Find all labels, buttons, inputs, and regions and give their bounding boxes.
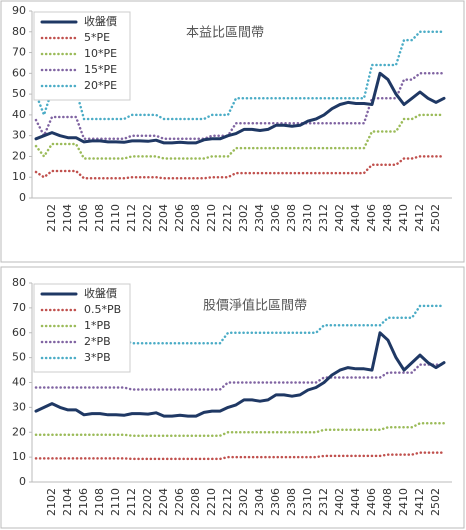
- x-tick-label: 2412: [413, 204, 426, 232]
- y-tick-label: 60: [12, 326, 26, 339]
- x-tick-label: 2502: [429, 204, 442, 232]
- series-line: [34, 155, 446, 180]
- chart-title: 股價淨值比區間帶: [203, 298, 307, 314]
- x-tick-label: 2202: [141, 488, 154, 516]
- x-tick-label: 2410: [397, 204, 410, 232]
- y-tick-label: 70: [12, 46, 26, 59]
- x-tick-label: 2206: [173, 204, 186, 232]
- series-line: [34, 304, 446, 345]
- x-tick-label: 2104: [61, 488, 74, 516]
- x-tick-label: 2306: [269, 204, 282, 232]
- x-tick-label: 2106: [77, 488, 90, 516]
- y-tick-label: 60: [12, 66, 26, 79]
- series-line: [34, 451, 446, 461]
- legend-label: 5*PE: [84, 31, 110, 44]
- x-tick-label: 2204: [157, 488, 170, 516]
- x-tick-label: 2108: [93, 204, 106, 232]
- x-tick-label: 2412: [413, 488, 426, 516]
- x-tick-label: 2102: [45, 204, 58, 232]
- x-tick-label: 2212: [221, 488, 234, 516]
- x-tick-label: 2404: [349, 488, 362, 516]
- y-tick-label: 30: [12, 129, 26, 142]
- x-tick-label: 2310: [301, 204, 314, 232]
- y-tick-label: 40: [12, 376, 26, 389]
- series-line: [34, 331, 446, 418]
- x-tick-label: 2308: [285, 204, 298, 232]
- series-line: [34, 422, 446, 437]
- y-tick-label: 20: [12, 149, 26, 162]
- legend-label: 3*PB: [84, 351, 111, 364]
- x-tick-label: 2104: [61, 204, 74, 232]
- legend-label: 15*PE: [84, 63, 117, 76]
- y-tick-label: 50: [12, 351, 26, 364]
- x-tick-label: 2302: [237, 204, 250, 232]
- x-tick-label: 2406: [365, 204, 378, 232]
- series-line: [34, 71, 446, 145]
- x-tick-label: 2202: [141, 204, 154, 232]
- y-tick-label: 0: [19, 475, 26, 488]
- x-tick-label: 2106: [77, 204, 90, 232]
- y-tick-label: 80: [12, 276, 26, 289]
- series-line: [34, 113, 446, 160]
- legend-label: 1*PB: [84, 319, 111, 332]
- x-tick-label: 2112: [125, 488, 138, 516]
- x-tick-label: 2212: [221, 204, 234, 232]
- series-line: [34, 363, 446, 391]
- legend-label: 2*PB: [84, 335, 111, 348]
- x-tick-label: 2308: [285, 488, 298, 516]
- x-tick-label: 2110: [109, 488, 122, 516]
- x-tick-label: 2310: [301, 488, 314, 516]
- x-tick-label: 2410: [397, 488, 410, 516]
- legend-label: 0.5*PB: [84, 303, 121, 316]
- y-tick-label: 30: [12, 400, 26, 413]
- x-tick-label: 2206: [173, 488, 186, 516]
- x-tick-label: 2404: [349, 204, 362, 232]
- x-tick-label: 2408: [381, 204, 394, 232]
- legend-label: 收盤價: [84, 14, 117, 28]
- x-tick-label: 2208: [189, 488, 202, 516]
- x-tick-label: 2406: [365, 488, 378, 516]
- y-tick-label: 50: [12, 87, 26, 100]
- series-line: [34, 30, 446, 121]
- y-tick-label: 40: [12, 108, 26, 121]
- legend-label: 收盤價: [84, 286, 117, 300]
- x-tick-label: 2402: [333, 488, 346, 516]
- y-tick-label: 70: [12, 301, 26, 314]
- legend-label: 10*PE: [84, 47, 117, 60]
- x-tick-label: 2210: [205, 488, 218, 516]
- x-tick-label: 2110: [109, 204, 122, 232]
- x-tick-label: 2408: [381, 488, 394, 516]
- y-tick-label: 80: [12, 25, 26, 38]
- y-tick-label: 0: [19, 191, 26, 204]
- x-tick-label: 2112: [125, 204, 138, 232]
- x-tick-label: 2304: [253, 488, 266, 516]
- x-tick-label: 2312: [317, 488, 330, 516]
- x-tick-label: 2304: [253, 204, 266, 232]
- chart-title: 本益比區間帶: [186, 26, 264, 41]
- y-tick-label: 10: [12, 170, 26, 183]
- x-tick-label: 2302: [237, 488, 250, 516]
- y-tick-label: 20: [12, 425, 26, 438]
- x-tick-label: 2208: [189, 204, 202, 232]
- x-tick-label: 2204: [157, 204, 170, 232]
- y-tick-label: 90: [12, 4, 26, 17]
- x-tick-label: 2306: [269, 488, 282, 516]
- x-tick-label: 2210: [205, 204, 218, 232]
- x-tick-label: 2312: [317, 204, 330, 232]
- series-line: [34, 72, 446, 141]
- x-tick-label: 2108: [93, 488, 106, 516]
- y-tick-label: 10: [12, 450, 26, 463]
- x-tick-label: 2502: [429, 488, 442, 516]
- x-tick-label: 2402: [333, 204, 346, 232]
- legend-label: 20*PE: [84, 79, 117, 92]
- x-tick-label: 2102: [45, 488, 58, 516]
